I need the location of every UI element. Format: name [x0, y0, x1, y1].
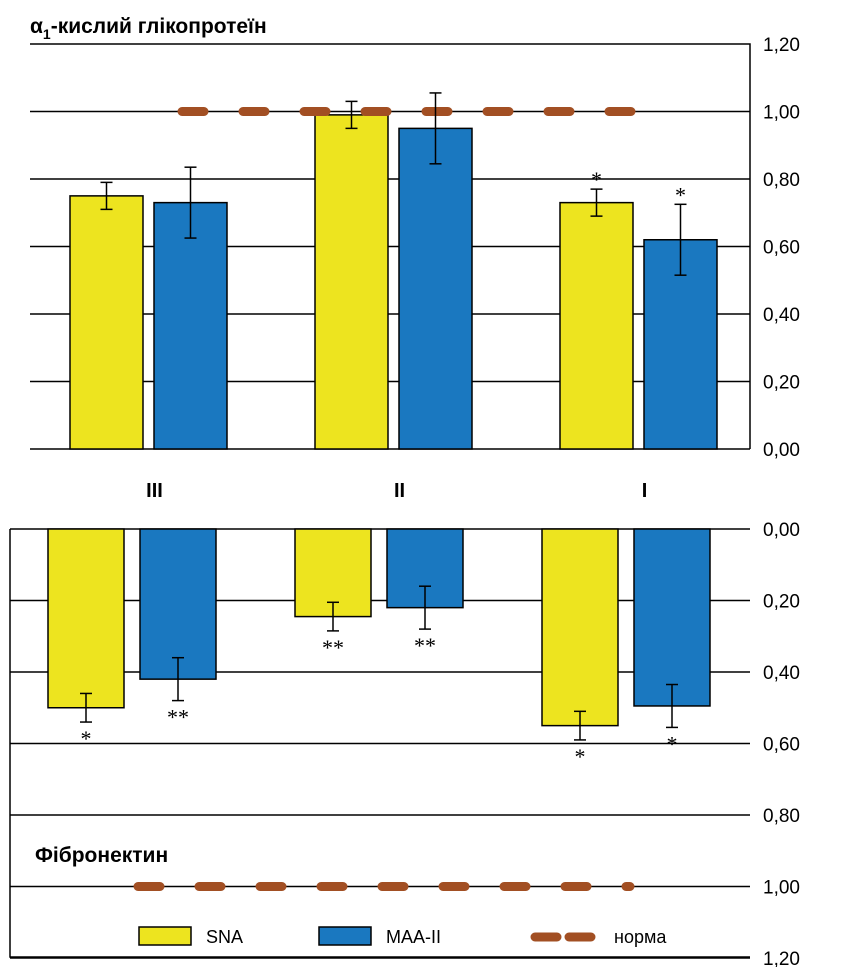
- top-significance-mark: *: [591, 167, 602, 192]
- bottom-error-bars: [80, 585, 678, 741]
- top-y-tick-label: 1,00: [763, 103, 800, 124]
- top-y-tick-label: 0,40: [763, 305, 800, 326]
- bottom-bar-sna-I: [541, 528, 619, 727]
- top-significance-marks: **: [591, 167, 686, 207]
- category-label-I: I: [642, 480, 648, 502]
- top-bar-sna-II: [314, 114, 389, 450]
- bottom-significance-marks: ***** ****: [81, 633, 678, 769]
- top-bar-sna-III: [69, 195, 144, 450]
- top-significance-mark: *: [675, 182, 686, 207]
- bottom-bar-maa-III: [139, 528, 217, 680]
- bottom-y-tick-label: 0,00: [763, 520, 800, 541]
- top-bar-maa-III: [153, 201, 228, 450]
- top-y-tick-label: 0,80: [763, 170, 800, 191]
- bottom-plot-frame: [9, 529, 750, 958]
- bottom-bars: [47, 528, 711, 727]
- legend-label-maa-ii: MAA-II: [386, 927, 441, 947]
- top-y-tick-label: 0,60: [763, 238, 800, 259]
- top-error-bars: [100, 92, 687, 276]
- legend-swatch-sna: [138, 926, 192, 946]
- legend-label-norma: норма: [614, 927, 667, 947]
- top-y-tick-label: 0,00: [763, 440, 800, 461]
- top-title-subscript: 1: [43, 26, 51, 42]
- category-label-II: II: [394, 480, 405, 502]
- bottom-significance-mark: *: [667, 731, 678, 756]
- legend: SNA MAA-II норма: [138, 926, 667, 947]
- bottom-frame-edges: [9, 529, 750, 958]
- top-title-rest: -кислий глікопротеїн: [51, 15, 267, 38]
- bottom-y-tick-label: 0,20: [763, 592, 800, 613]
- top-y-tick-label: 1,20: [763, 35, 800, 56]
- bottom-bar-maa-I: [633, 528, 711, 707]
- bottom-y-tick-label: 1,00: [763, 878, 800, 899]
- bottom-significance-mark: **: [414, 633, 436, 658]
- bottom-y-tick-label: 0,80: [763, 806, 800, 827]
- bottom-y-tick-label: 0,40: [763, 663, 800, 684]
- bottom-significance-mark: **: [322, 635, 344, 660]
- top-plot-frame: [30, 43, 751, 449]
- bottom-y-axis-ticks: 0,00 0,20 0,40 0,60 0,80 1,00 1,20: [763, 520, 800, 967]
- top-bar-maa-II: [398, 127, 473, 450]
- bottom-significance-mark: *: [575, 744, 586, 769]
- legend-swatch-maa-ii: [318, 926, 372, 946]
- top-title-greek: α: [30, 15, 43, 38]
- top-chart-title: α1-кислий глікопротеїн: [30, 15, 267, 42]
- top-y-axis-ticks: 1,20 1,00 0,80 0,60 0,40 0,20 0,00: [763, 35, 800, 461]
- category-labels: III II I: [146, 480, 647, 502]
- bottom-y-tick-label: 1,20: [763, 949, 800, 967]
- bottom-bar-sna-III: [47, 528, 125, 709]
- top-bars: [69, 114, 718, 450]
- bottom-gridlines: [10, 528, 750, 959]
- top-bar-sna-I: [559, 201, 634, 450]
- bottom-significance-mark: **: [167, 705, 189, 730]
- bottom-y-tick-label: 0,60: [763, 735, 800, 756]
- bottom-significance-mark: *: [81, 726, 92, 751]
- bottom-chart-title: Фібронектин: [35, 844, 168, 867]
- category-label-III: III: [146, 480, 163, 502]
- top-y-tick-label: 0,20: [763, 373, 800, 394]
- top-frame-edges: [30, 43, 751, 449]
- legend-label-sna: SNA: [206, 927, 243, 947]
